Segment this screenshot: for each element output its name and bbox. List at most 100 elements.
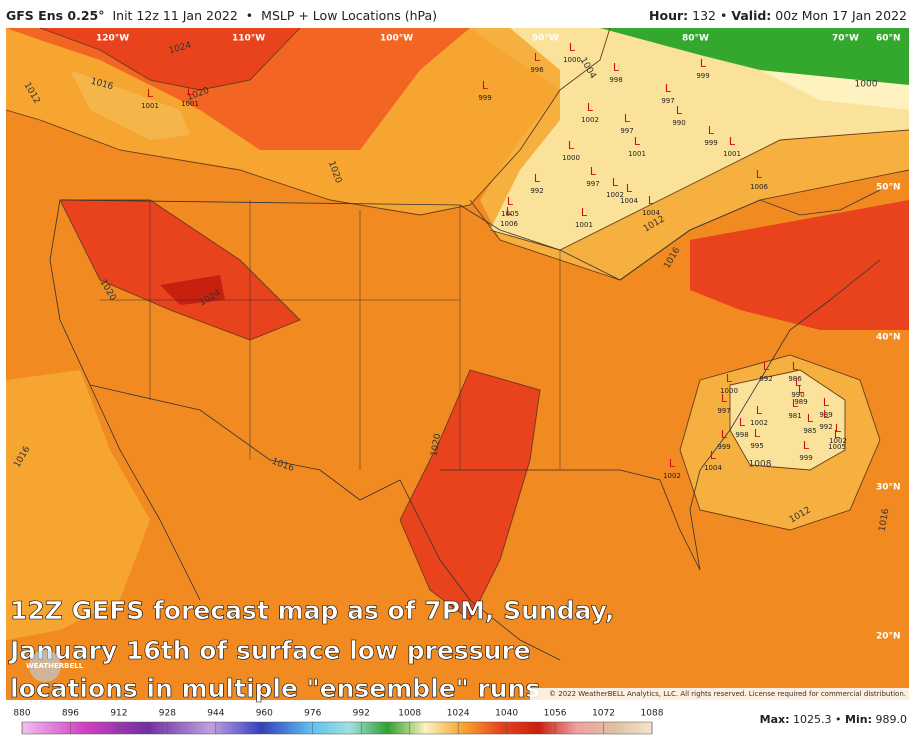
low-symbol: L [587, 101, 594, 114]
low-value: 1004 [642, 209, 660, 217]
low-value: 999 [799, 454, 812, 462]
header-left: GFS Ens 0.25° Init 12z 11 Jan 2022 • MSL… [6, 8, 437, 23]
low-symbol: L [648, 194, 655, 207]
field-high-gulf [400, 370, 540, 620]
low-symbol: L [147, 87, 154, 100]
low-symbol: L [756, 404, 763, 417]
max-label: Max: [760, 713, 790, 726]
low-value: 997 [717, 407, 730, 415]
low-symbol: L [613, 61, 620, 74]
low-value: 985 [803, 427, 816, 435]
low-value: 986 [788, 375, 802, 383]
low-value: 1000 [562, 154, 580, 162]
low-symbol: L [710, 449, 717, 462]
low-value: 1001 [628, 150, 646, 158]
colorbar-tick-label: 1024 [447, 709, 470, 719]
colorbar-tick-label: 944 [207, 709, 224, 719]
isobar-label: 1008 [749, 460, 772, 470]
low-symbol: L [823, 408, 830, 421]
low-value: 998 [609, 76, 622, 84]
colorbar-ramp [21, 721, 653, 735]
low-value: 1000 [563, 56, 581, 64]
low-symbol: L [798, 383, 805, 396]
low-symbol: L [792, 360, 799, 373]
lon-label: 60°N [876, 34, 901, 44]
colorbar-tick-label: 912 [110, 709, 127, 719]
low-value: 1001 [141, 102, 159, 110]
low-value: 992 [759, 375, 772, 383]
low-symbol: L [803, 439, 810, 452]
low-symbol: L [807, 412, 814, 425]
colorbar-tick-label: 896 [62, 709, 79, 719]
low-symbol: L [569, 41, 576, 54]
colorbar-tick-label: 992 [353, 709, 370, 719]
copyright-bg [530, 688, 909, 700]
field-low-west [70, 70, 190, 140]
separator: • [720, 8, 727, 23]
hour: 132 [692, 8, 716, 23]
low-value: 981 [788, 412, 801, 420]
low-symbol: L [792, 397, 799, 410]
low-symbol: L [506, 205, 513, 218]
low-value: 1001 [181, 100, 199, 108]
lon-label: 110°W [232, 34, 265, 44]
coordinates: 120°W 110°W 100°W 90°W 80°W 70°W 60°N 50… [96, 34, 901, 642]
field-1016-pacific [6, 370, 150, 640]
low-symbol: L [834, 428, 841, 441]
low-value: 1005 [828, 443, 846, 451]
max: 1025.3 [793, 713, 832, 726]
caption: 12Z GEFS forecast map as of 7PM, Sunday,… [8, 596, 615, 704]
isobar-label: 1020 [430, 433, 444, 458]
low-symbol: L [823, 396, 830, 409]
lon-label: 80°W [682, 34, 709, 44]
low-value: 997 [586, 180, 599, 188]
border-north [59, 189, 881, 281]
low-symbol: L [665, 82, 672, 95]
field-high-east [690, 200, 909, 330]
colorbar-tick-label: 976 [304, 709, 321, 719]
field-high-core [160, 275, 225, 305]
lon-label: 120°W [96, 34, 129, 44]
colorbar-tick-label: 1072 [592, 709, 615, 719]
low-value: 1004 [620, 197, 638, 205]
low-value: 1005 [501, 210, 519, 218]
lat-label: 20°N [876, 632, 901, 642]
colorbar-tick-label: 1040 [495, 709, 518, 719]
low-value: 992 [819, 423, 832, 431]
low-symbol: L [835, 422, 842, 435]
low-symbol: L [534, 51, 541, 64]
low-symbol: L [187, 85, 194, 98]
low-value: 990 [791, 391, 804, 399]
low-symbol: L [568, 139, 575, 152]
low-value: 999 [696, 72, 709, 80]
low-value: 1006 [750, 183, 768, 191]
low-value: 1002 [750, 419, 768, 427]
isobar-label: 1016 [878, 508, 892, 533]
low-symbol: L [669, 457, 676, 470]
coast-west [49, 199, 201, 601]
colorbar-tick-label: 960 [256, 709, 273, 719]
low-value: 1001 [723, 150, 741, 158]
colorbar-tick-label: 1056 [544, 709, 567, 719]
low-value: 997 [661, 97, 674, 105]
lon-label: 70°W [832, 34, 859, 44]
isobar [5, 27, 611, 216]
caption-line: January 16th of surface low pressure [8, 636, 531, 665]
product: MSLP + Low Locations (hPa) [261, 8, 437, 23]
separator: • [246, 8, 253, 23]
isobar [679, 354, 881, 531]
low-symbol: L [729, 135, 736, 148]
low-value: 1001 [575, 221, 593, 229]
low-symbol: L [590, 165, 597, 178]
low-value: 999 [478, 94, 491, 102]
low-value: 1004 [704, 464, 722, 472]
colorbar-tick-label: 880 [13, 709, 30, 719]
low-symbol: L [708, 124, 715, 137]
low-symbol: L [626, 182, 633, 195]
low-value: 999 [717, 443, 730, 451]
isobar [729, 369, 846, 471]
colorbar-tick-label: 928 [159, 709, 176, 719]
low-value: 997 [620, 127, 633, 135]
isobar [489, 129, 910, 251]
